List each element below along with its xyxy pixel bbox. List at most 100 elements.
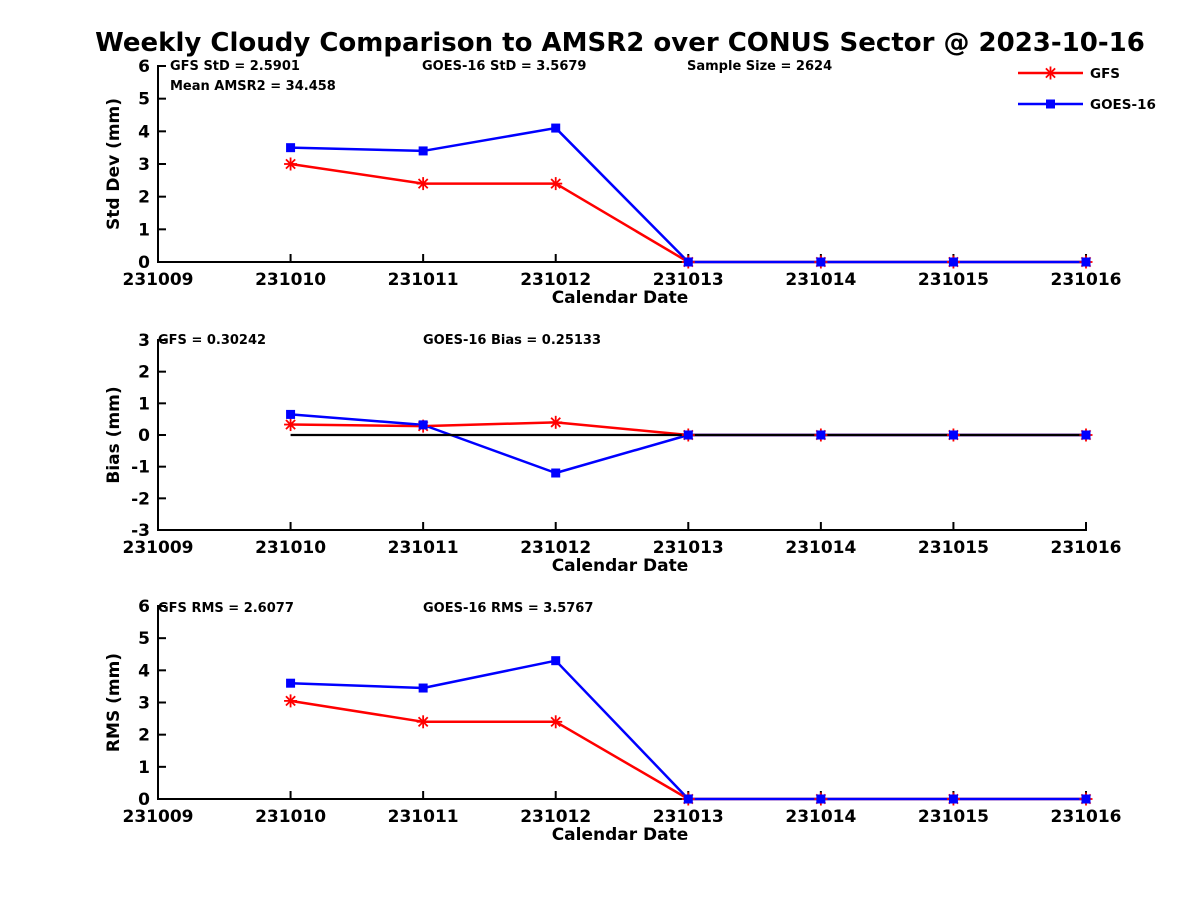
- y-tick-label: 0: [138, 253, 150, 273]
- y-tick-label: 6: [138, 597, 150, 617]
- legend-item-gfs: GFS: [1018, 66, 1120, 82]
- x-axis-label: Calendar Date: [552, 288, 689, 308]
- y-tick-label: 5: [138, 90, 150, 110]
- y-tick-label: 2: [138, 726, 150, 746]
- marker-square: [1081, 257, 1091, 267]
- panel-std-dev-panel: 0 1 2 3 4 5 6 231009 231010 231011 231012 231013 231…: [104, 57, 1121, 308]
- marker-square: [683, 257, 693, 267]
- annotation: GFS = 0.30242: [158, 333, 266, 348]
- marker-square: [816, 794, 826, 804]
- y-tick-label: 1: [138, 220, 150, 240]
- x-tick-label: 231009: [123, 538, 194, 558]
- marker-square: [286, 409, 296, 419]
- marker-square: [551, 123, 561, 133]
- y-tick-label: -3: [131, 521, 150, 541]
- annotation: Sample Size = 2624: [687, 59, 832, 74]
- marker-square: [1081, 794, 1091, 804]
- legend: GFS GOES-16: [1018, 66, 1156, 113]
- x-tick-label: 231016: [1051, 270, 1122, 290]
- annotation: GOES-16 Bias = 0.25133: [423, 333, 601, 348]
- legend-label: GOES-16: [1090, 97, 1156, 113]
- x-tick-label: 231016: [1051, 807, 1122, 827]
- chart-title: Weekly Cloudy Comparison to AMSR2 over C…: [95, 28, 1145, 58]
- marker-asterisk: [549, 177, 563, 191]
- y-axis-label: RMS (mm): [104, 653, 124, 752]
- legend-item-goes-16: GOES-16: [1018, 97, 1156, 113]
- marker-square: [948, 257, 958, 267]
- annotation: GFS RMS = 2.6077: [158, 601, 294, 616]
- marker-asterisk: [549, 415, 563, 429]
- marker-asterisk: [284, 418, 298, 432]
- x-tick-label: 231013: [653, 270, 724, 290]
- x-tick-label: 231014: [785, 807, 856, 827]
- marker-square: [816, 257, 826, 267]
- y-axis-label: Std Dev (mm): [104, 98, 124, 230]
- marker-square: [286, 678, 296, 688]
- marker-asterisk: [284, 157, 298, 171]
- y-tick-label: 3: [138, 155, 150, 175]
- marker-asterisk: [1044, 66, 1057, 80]
- x-tick-label: 231009: [123, 270, 194, 290]
- marker-square: [551, 468, 561, 478]
- marker-square: [1081, 430, 1091, 440]
- x-tick-label: 231010: [255, 538, 326, 558]
- marker-square: [551, 656, 561, 666]
- x-tick-label: 231010: [255, 270, 326, 290]
- x-tick-label: 231012: [520, 807, 591, 827]
- x-tick-label: 231012: [520, 538, 591, 558]
- y-axis-label: Bias (mm): [104, 386, 124, 483]
- series-line-gfs: [290, 162, 1086, 264]
- marker-square: [948, 794, 958, 804]
- x-tick-label: 231016: [1051, 538, 1122, 558]
- marker-square: [418, 683, 428, 693]
- x-tick-label: 231013: [653, 807, 724, 827]
- panel-rms-panel: 0 1 2 3 4 5 6 231009 231010 231011 231012 231013 231…: [104, 597, 1121, 845]
- x-axis-label: Calendar Date: [552, 556, 689, 576]
- annotation: Mean AMSR2 = 34.458: [170, 79, 336, 94]
- marker-asterisk: [416, 177, 430, 191]
- marker-asterisk: [284, 694, 298, 708]
- x-tick-label: 231011: [388, 538, 459, 558]
- x-tick-label: 231014: [785, 538, 856, 558]
- marker-asterisk: [549, 715, 563, 729]
- x-tick-label: 231014: [785, 270, 856, 290]
- marker-square: [948, 430, 958, 440]
- y-tick-label: 3: [138, 694, 150, 714]
- x-tick-label: 231015: [918, 538, 989, 558]
- x-tick-label: 231010: [255, 807, 326, 827]
- x-tick-label: 231011: [388, 270, 459, 290]
- y-tick-label: 3: [138, 331, 150, 351]
- series-line-goes-16: [290, 659, 1086, 801]
- x-tick-label: 231009: [123, 807, 194, 827]
- marker-square: [418, 420, 428, 430]
- annotation: GOES-16 StD = 3.5679: [422, 59, 586, 74]
- y-tick-label: 1: [138, 758, 150, 778]
- y-tick-label: 0: [138, 790, 150, 810]
- y-tick-label: -1: [131, 458, 150, 478]
- annotation: GFS StD = 2.5901: [170, 59, 300, 74]
- x-tick-label: 231011: [388, 807, 459, 827]
- annotation: GOES-16 RMS = 3.5767: [423, 601, 593, 616]
- y-tick-label: 2: [138, 188, 150, 208]
- y-tick-label: -2: [131, 489, 150, 509]
- marker-square: [683, 794, 693, 804]
- x-tick-label: 231015: [918, 807, 989, 827]
- marker-square: [1046, 99, 1055, 109]
- series-line-goes-16: [290, 126, 1086, 264]
- y-tick-label: 1: [138, 394, 150, 414]
- y-tick-label: 2: [138, 363, 150, 383]
- series-line-gfs: [290, 699, 1086, 801]
- x-tick-label: 231012: [520, 270, 591, 290]
- y-tick-label: 0: [138, 426, 150, 446]
- y-tick-label: 5: [138, 629, 150, 649]
- marker-square: [816, 430, 826, 440]
- marker-square: [683, 430, 693, 440]
- x-tick-label: 231013: [653, 538, 724, 558]
- panel-bias-panel: -3 -2 -1 0 1 2 3 231009 231010 231011 231012 231013…: [104, 331, 1121, 576]
- y-tick-label: 4: [138, 661, 150, 681]
- marker-asterisk: [416, 715, 430, 729]
- legend-label: GFS: [1090, 66, 1120, 82]
- series-line-goes-16: [290, 413, 1086, 475]
